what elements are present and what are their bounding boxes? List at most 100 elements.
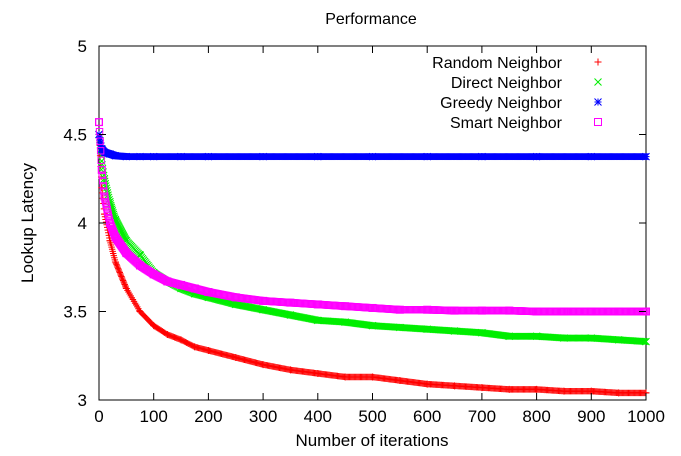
data-point [587, 152, 596, 161]
data-point [119, 275, 126, 283]
data-point [423, 325, 432, 334]
plot-frame [98, 45, 647, 401]
x-tick-label: 500 [358, 407, 386, 426]
data-point [259, 305, 267, 314]
data-point [163, 277, 172, 286]
x-tick-label: 600 [413, 407, 441, 426]
data-point [96, 147, 105, 155]
data-point [368, 321, 377, 330]
data-point [642, 337, 650, 346]
legend-marker [594, 118, 602, 126]
data-point [642, 152, 650, 161]
data-point [190, 284, 199, 293]
data-point [532, 332, 541, 341]
data-point [259, 361, 267, 369]
data-point [313, 152, 322, 161]
data-point [177, 152, 185, 161]
data-point [477, 306, 486, 315]
data-point [114, 265, 122, 272]
data-point [614, 307, 623, 316]
data-point [113, 261, 120, 268]
data-point [102, 200, 110, 209]
data-point [106, 150, 114, 158]
chart-title: Performance [325, 11, 417, 28]
data-point [118, 273, 125, 280]
data-point [478, 384, 486, 392]
y-tick-label: 5 [78, 37, 87, 56]
data-point [136, 152, 144, 161]
data-point [587, 334, 596, 342]
x-tick-label: 400 [304, 407, 332, 426]
data-point [122, 152, 131, 161]
data-point [532, 307, 541, 316]
data-point [104, 211, 112, 219]
data-point [232, 354, 240, 362]
legend-marker [594, 78, 602, 86]
data-point [118, 274, 126, 282]
data-point [396, 377, 404, 385]
data-point [450, 306, 459, 315]
data-point [121, 281, 128, 288]
data-point [103, 206, 111, 214]
data-point [341, 318, 350, 326]
y-tick-label: 3.5 [63, 303, 87, 322]
x-tick-label: 900 [577, 407, 605, 426]
data-point [102, 203, 111, 211]
data-point [149, 152, 158, 161]
data-point [112, 260, 120, 267]
data-point [505, 306, 514, 315]
data-point [451, 382, 459, 390]
data-point [99, 176, 107, 185]
data-point [111, 233, 120, 242]
data-point [559, 307, 568, 316]
x-tick-label: 700 [468, 407, 496, 426]
data-point [614, 335, 623, 344]
x-tick-label: 300 [249, 407, 277, 426]
legend-label: Direct Neighbor [451, 75, 563, 92]
data-point [97, 156, 105, 165]
data-point [116, 268, 123, 275]
x-tick-label: 800 [522, 407, 550, 426]
data-point [101, 177, 109, 185]
data-point [100, 148, 109, 157]
data-point [100, 187, 108, 195]
data-point [113, 262, 121, 270]
data-point [99, 182, 108, 190]
y-tick-label: 4 [78, 214, 87, 233]
data-point [231, 300, 240, 309]
data-point [191, 343, 199, 351]
data-point [505, 332, 514, 341]
x-tick-label: 1000 [627, 407, 665, 426]
series-random-neighbor [95, 131, 650, 397]
data-point [231, 293, 240, 302]
data-point [136, 261, 145, 270]
data-point [163, 331, 171, 339]
plot-area [95, 45, 650, 401]
data-point [259, 152, 267, 161]
data-point [204, 152, 213, 161]
data-point [136, 308, 144, 315]
data-point [341, 373, 349, 381]
y-tick-label: 3 [78, 391, 87, 410]
x-tick-label: 200 [194, 407, 222, 426]
data-point [149, 270, 158, 279]
data-point [395, 305, 404, 314]
legend-label: Smart Neighbor [450, 115, 563, 132]
data-point [259, 296, 268, 305]
x-tick-label: 100 [140, 407, 168, 426]
data-point [369, 373, 376, 381]
data-point [639, 337, 647, 345]
data-point [96, 136, 104, 144]
data-point [95, 118, 103, 127]
data-point [286, 366, 294, 374]
data-point [97, 142, 105, 150]
data-point [117, 272, 125, 279]
data-point [587, 307, 596, 316]
data-point [615, 389, 623, 397]
y-tick-label: 4.5 [63, 126, 87, 145]
y-axis: 3 3.5 4 4.5 5 [63, 37, 646, 410]
data-point [100, 192, 109, 201]
legend: Random Neighbor Direct Neighbor Greedy Nei… [432, 55, 602, 132]
data-point [114, 264, 121, 271]
